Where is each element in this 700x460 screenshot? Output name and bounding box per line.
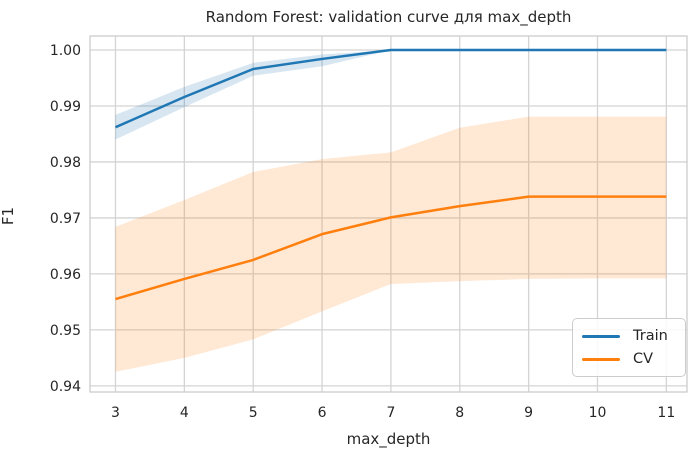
x-tick-label: 7 (386, 405, 395, 421)
y-tick-label: 0.94 (50, 379, 81, 395)
x-tick-label: 10 (589, 405, 607, 421)
legend-item-cv: CV (573, 351, 685, 367)
cv-confidence-band (115, 116, 667, 372)
y-tick-label: 0.99 (50, 99, 81, 115)
legend-label-cv: CV (633, 351, 654, 367)
y-tick-label: 1.00 (50, 43, 81, 59)
y-tick-label: 0.98 (50, 155, 81, 171)
y-tick-label: 0.96 (50, 267, 81, 283)
cv-line (115, 195, 667, 301)
x-tick-label: 6 (318, 405, 327, 421)
cv-line-swatch (582, 357, 620, 361)
plot-border (89, 35, 688, 393)
train-line (114, 48, 667, 129)
legend-label-train: Train (633, 328, 668, 344)
legend: Train CV (572, 318, 686, 377)
chart-title: Random Forest: validation curve для max_… (205, 8, 572, 26)
x-tick-label: 11 (657, 405, 675, 421)
train-line-swatch (582, 334, 620, 338)
y-tick-label: 0.97 (50, 211, 81, 227)
legend-item-train: Train (573, 328, 685, 344)
x-tick-label: 5 (249, 405, 258, 421)
x-tick-label: 9 (524, 405, 533, 421)
x-axis-label: max_depth (346, 430, 431, 448)
x-tick-label: 3 (111, 405, 120, 421)
x-tick-label: 8 (455, 405, 464, 421)
x-tick-label: 4 (180, 405, 189, 421)
y-tick-label: 0.95 (50, 323, 81, 339)
train-confidence-band (115, 49, 667, 140)
